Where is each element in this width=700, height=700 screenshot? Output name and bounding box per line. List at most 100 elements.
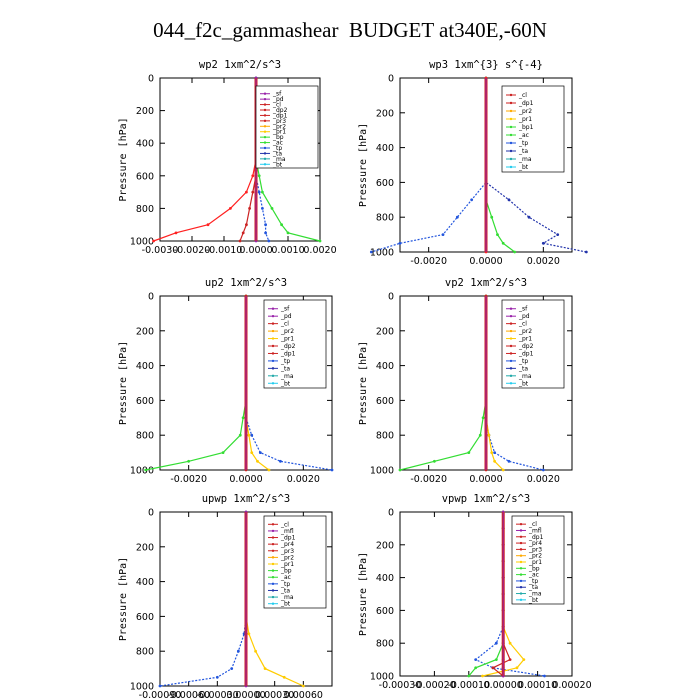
- x-tick-label: 0.0010: [271, 245, 304, 256]
- legend-marker: [509, 165, 513, 169]
- y-tick-label: 400: [376, 143, 394, 154]
- legend-marker: [509, 133, 513, 137]
- x-tick-label: 0.0020: [527, 474, 560, 485]
- data-point: [515, 666, 519, 670]
- legend-entry: _cl: [528, 521, 537, 528]
- legend-marker: [263, 135, 267, 139]
- legend-marker: [519, 548, 523, 551]
- x-tick-label: -0.0020: [410, 256, 447, 267]
- legend-entry: _pr4: [528, 540, 542, 547]
- x-tick-label: 0.00060: [284, 690, 323, 700]
- data-point: [229, 207, 232, 210]
- panel-title: vp2 1xm^2/s^3: [445, 277, 527, 289]
- legend-entry: _tp: [280, 358, 290, 365]
- y-tick-label: 200: [136, 106, 154, 117]
- legend-marker: [519, 567, 523, 570]
- data-point: [282, 675, 286, 679]
- x-tick-label: 0.00020: [552, 680, 591, 691]
- x-tick-label: -0.00010: [447, 680, 490, 691]
- data-point: [398, 241, 402, 245]
- legend-marker: [509, 141, 513, 145]
- legend-entry: _dp1: [280, 350, 296, 357]
- data-point: [152, 239, 156, 243]
- legend-marker: [271, 329, 275, 333]
- x-tick-label: 0.0020: [527, 256, 560, 267]
- legend-marker: [271, 589, 275, 592]
- legend-marker: [519, 598, 523, 602]
- legend-marker: [263, 141, 267, 144]
- legend-marker: [271, 382, 275, 385]
- x-tick-label: 0.0000: [229, 474, 262, 485]
- data-point: [556, 233, 560, 237]
- y-tick-label: 200: [376, 326, 394, 337]
- legend-entry: _ma: [528, 591, 542, 598]
- legend-entry: _sf: [280, 306, 290, 313]
- legend-marker: [509, 109, 513, 113]
- legend-entry: _dp1: [518, 350, 534, 357]
- legend-entry: _bt: [272, 161, 283, 168]
- legend-marker: [263, 146, 267, 150]
- x-tick-label: -0.00030: [379, 680, 422, 691]
- legend-entry: _pr2: [272, 123, 286, 130]
- data-point: [481, 674, 484, 678]
- x-tick-label: -0.0020: [170, 474, 207, 485]
- data-point: [251, 190, 255, 194]
- legend-entry: _bt: [528, 597, 539, 604]
- legend-entry: _bt: [280, 380, 291, 387]
- legend-marker: [509, 307, 513, 310]
- legend-marker: [271, 536, 275, 539]
- data-point: [494, 641, 498, 645]
- y-tick-label: 200: [136, 542, 154, 553]
- legend-entry: _ta: [280, 365, 290, 372]
- legend-entry: _ta: [272, 150, 282, 157]
- y-tick-label: 400: [136, 361, 154, 372]
- y-tick-label: 600: [376, 606, 394, 617]
- y-tick-label: 1000: [370, 672, 394, 683]
- x-tick-label: -0.0020: [410, 474, 447, 485]
- legend-marker: [519, 560, 523, 564]
- legend-entry: _ac: [272, 140, 283, 147]
- y-tick-label: 600: [376, 396, 394, 407]
- data-point: [247, 433, 251, 437]
- legend-entry: _pr1: [280, 561, 294, 568]
- legend-entry: _pd: [518, 313, 530, 320]
- y-tick-label: 800: [376, 431, 394, 442]
- y-axis-label: Pressure [hPa]: [118, 117, 129, 201]
- data-point: [257, 190, 261, 194]
- legend-marker: [519, 579, 523, 583]
- legend-marker: [263, 119, 267, 123]
- legend-marker: [271, 523, 275, 526]
- legend-entry: _dp1: [518, 100, 534, 107]
- data-point: [474, 666, 478, 670]
- panel-title: vpwp 1xm^2/s^3: [442, 493, 531, 505]
- data-point: [501, 241, 505, 245]
- data-point: [245, 190, 248, 194]
- data-point: [527, 215, 531, 219]
- legend-marker: [271, 569, 275, 572]
- data-point: [256, 459, 259, 463]
- data-point: [158, 684, 162, 688]
- data-point: [250, 433, 254, 437]
- legend-entry: _mfl: [280, 528, 294, 535]
- page-title: 044_f2c_gammashear BUDGET at340E,-60N: [153, 18, 547, 42]
- data-point: [584, 250, 588, 254]
- data-point: [267, 468, 271, 472]
- legend-entry: _sf: [518, 306, 528, 313]
- legend-entry: _pr1: [528, 559, 542, 566]
- legend-marker: [271, 542, 275, 546]
- legend-marker: [263, 130, 267, 133]
- data-point: [187, 459, 191, 463]
- legend-marker: [263, 114, 267, 117]
- data-point: [491, 666, 495, 670]
- legend-box: [263, 299, 327, 389]
- legend-marker: [509, 337, 513, 340]
- legend-entry: _bp: [528, 565, 540, 572]
- legend-marker: [271, 582, 275, 586]
- legend-entry: _tp: [272, 145, 282, 152]
- legend-entry: _pr1: [280, 336, 294, 343]
- data-point: [508, 658, 512, 661]
- legend-entry: _pr1: [518, 116, 532, 123]
- y-tick-label: 0: [148, 292, 154, 303]
- y-tick-label: 600: [136, 396, 154, 407]
